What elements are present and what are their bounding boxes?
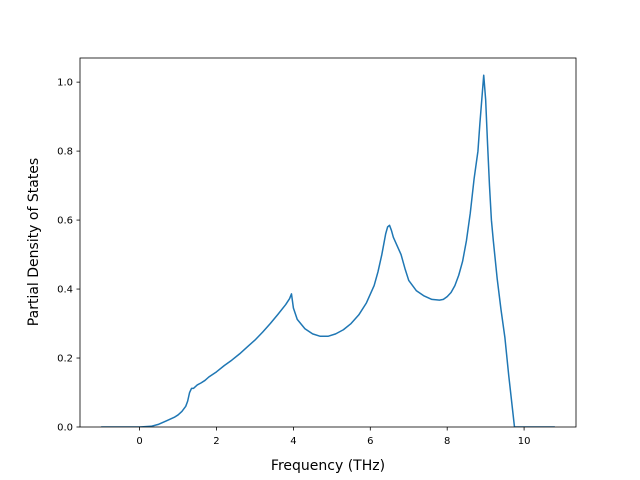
- y-tick-label: 0.4: [57, 285, 73, 296]
- x-tick-label: 10: [518, 436, 531, 447]
- y-axis-label: Partial Density of States: [26, 158, 42, 326]
- plot-area: [101, 74, 555, 427]
- x-tick-label: 4: [290, 436, 296, 447]
- series-line-1: [101, 74, 555, 427]
- x-axis-label: Frequency (THz): [271, 458, 385, 474]
- x-tick-label: 8: [444, 436, 450, 447]
- y-tick-label: 0.0: [57, 423, 73, 434]
- x-tick-label: 6: [367, 436, 373, 447]
- axes-frame: [79, 57, 577, 428]
- y-tick-label: 1.0: [57, 78, 73, 89]
- axes: 0 2 4 6 8 10 0.0 0.2 0.4 0.6 0.8 1.0: [57, 57, 577, 447]
- x-tick-label: 0: [136, 436, 142, 447]
- y-tick-label: 0.8: [57, 147, 73, 158]
- y-tick-label: 0.6: [57, 216, 73, 227]
- y-tick-label: 0.2: [57, 354, 73, 365]
- x-tick-label: 2: [213, 436, 219, 447]
